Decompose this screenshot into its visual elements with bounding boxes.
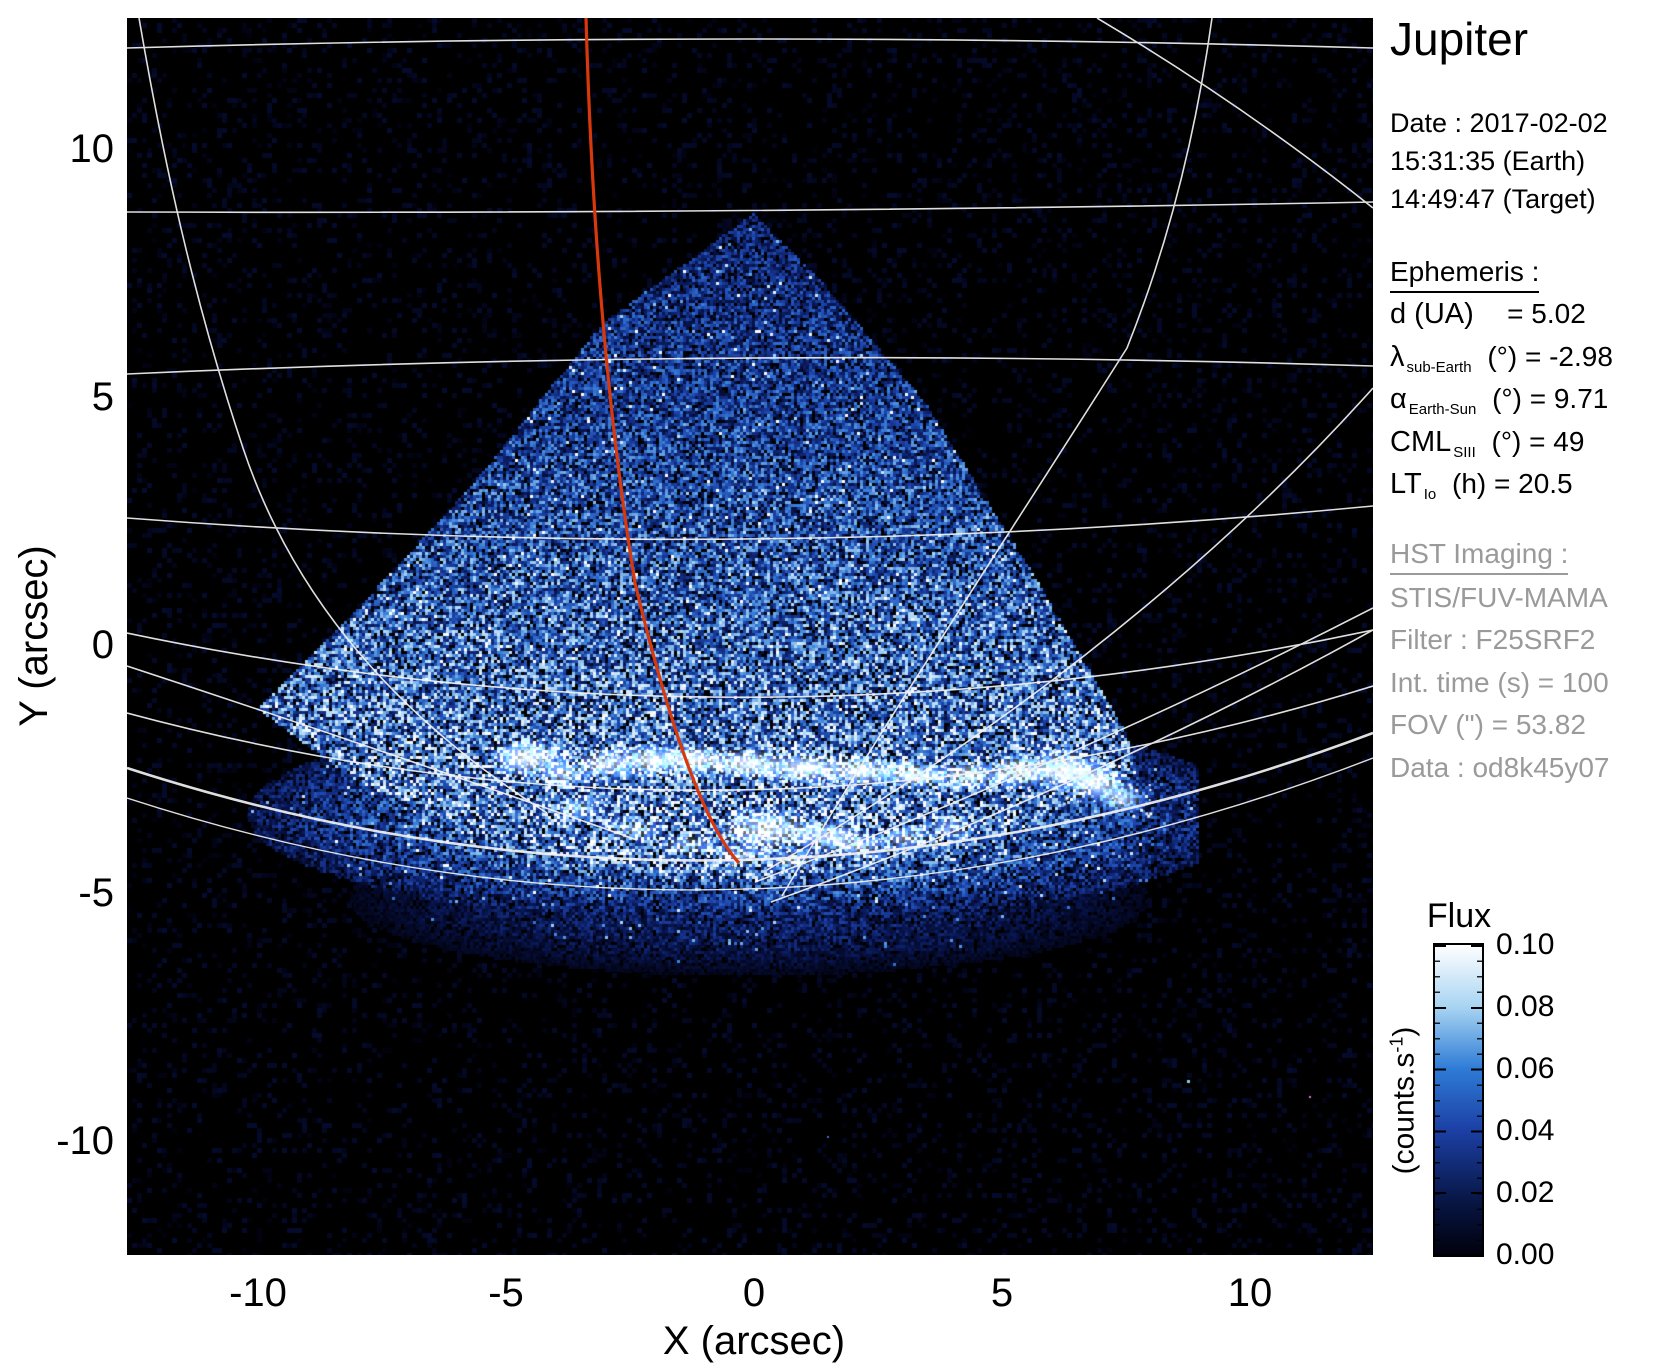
graticule-overlay bbox=[127, 18, 1373, 903]
graticule-meridian bbox=[754, 607, 1373, 883]
x-tick-label: 5 bbox=[990, 1271, 1014, 1315]
colorbar-unit-label: (counts.s-1) bbox=[1386, 1026, 1421, 1175]
ephemeris-row-lt: LT Io (h) = 20.5 bbox=[1390, 468, 1573, 503]
fuv-image-plot bbox=[127, 18, 1373, 1255]
graticule-meridian bbox=[127, 665, 638, 841]
colorbar-tick-label: 0.06 bbox=[1496, 1052, 1555, 1085]
graticule-parallel bbox=[127, 757, 1373, 891]
hst-imaging-heading: HST Imaging : bbox=[1390, 538, 1610, 575]
graticule-parallel bbox=[127, 201, 1373, 214]
obs-date: Date : 2017-02-02 bbox=[1390, 108, 1608, 138]
colorbar-tick-label: 0.02 bbox=[1496, 1176, 1555, 1209]
observation-datetime: Date : 2017-02-02 15:31:35 (Earth) 14:49… bbox=[1390, 104, 1608, 218]
colorbar-tick-label: 0.00 bbox=[1496, 1238, 1555, 1271]
hst-filter: Filter : F25SRF2 bbox=[1390, 624, 1596, 656]
x-tick-label: -10 bbox=[229, 1271, 287, 1315]
graticule-parallel bbox=[127, 505, 1373, 541]
ephemeris-row-cml: CML SIII (°) = 49 bbox=[1390, 425, 1585, 461]
x-axis-title: X (arcsec) bbox=[662, 1319, 846, 1363]
ephemeris-heading: Ephemeris : bbox=[1390, 256, 1540, 293]
graticule-parallel bbox=[127, 38, 1373, 49]
ephemeris-table: d (UA) = 5.02 λ sub-Earth (°) = -2.98 α Ea… bbox=[1390, 298, 1613, 511]
hst-fov: FOV (") = 53.82 bbox=[1390, 709, 1586, 741]
graticule-meridian bbox=[770, 629, 1373, 903]
graticule-meridian bbox=[766, 387, 1373, 871]
colorbar-tick-label: 0.04 bbox=[1496, 1114, 1555, 1147]
obs-time-earth: 15:31:35 (Earth) bbox=[1390, 146, 1586, 176]
colorbar-major-ticks bbox=[1435, 945, 1446, 1255]
graticule-parallel-limb bbox=[127, 731, 1373, 862]
colorbar-title: Flux bbox=[1426, 897, 1492, 935]
obs-time-target: 14:49:47 (Target) bbox=[1390, 184, 1596, 214]
colorbar-tick-label: 0.10 bbox=[1496, 928, 1555, 961]
colorbar-major-ticks bbox=[1471, 945, 1482, 1255]
ephemeris-row-distance: d (UA) = 5.02 bbox=[1390, 298, 1586, 330]
graticule-meridian bbox=[1096, 18, 1373, 209]
flux-colorbar bbox=[1433, 943, 1484, 1257]
y-tick-label: 5 bbox=[91, 375, 114, 419]
y-tick-label: -5 bbox=[78, 871, 114, 915]
hst-instrument: STIS/FUV-MAMA bbox=[1390, 582, 1608, 613]
ephemeris-row-lambda: λ sub-Earth (°) = -2.98 bbox=[1390, 340, 1613, 376]
page-title: Jupiter bbox=[1390, 13, 1529, 65]
fuv-image-canvas bbox=[127, 18, 1373, 1255]
graticule-meridian bbox=[138, 18, 548, 814]
hst-int-time: Int. time (s) = 100 bbox=[1390, 666, 1609, 698]
hst-data-id: Data : od8k45y07 bbox=[1390, 751, 1610, 783]
graticule-parallel bbox=[127, 629, 1373, 699]
y-axis-title: Y (arcsec) bbox=[12, 545, 56, 727]
x-tick-label: -5 bbox=[488, 1271, 524, 1315]
y-tick-label: -10 bbox=[56, 1119, 114, 1163]
y-tick-label: 0 bbox=[91, 623, 114, 667]
hst-imaging-block: HST Imaging : STIS/FUV-MAMA Filter : F25… bbox=[1390, 538, 1610, 789]
y-tick-label: 10 bbox=[69, 127, 115, 171]
red-meridian-line bbox=[584, 18, 741, 865]
ephemeris-row-alpha: α Earth-Sun (°) = 9.71 bbox=[1390, 383, 1609, 418]
colorbar-tick-label: 0.08 bbox=[1496, 990, 1555, 1023]
x-tick-label: 10 bbox=[1227, 1271, 1273, 1315]
graticule-parallel bbox=[127, 685, 1373, 792]
graticule-parallel bbox=[127, 356, 1373, 375]
graticule-meridian bbox=[781, 18, 1213, 897]
x-tick-label: 0 bbox=[742, 1271, 766, 1315]
